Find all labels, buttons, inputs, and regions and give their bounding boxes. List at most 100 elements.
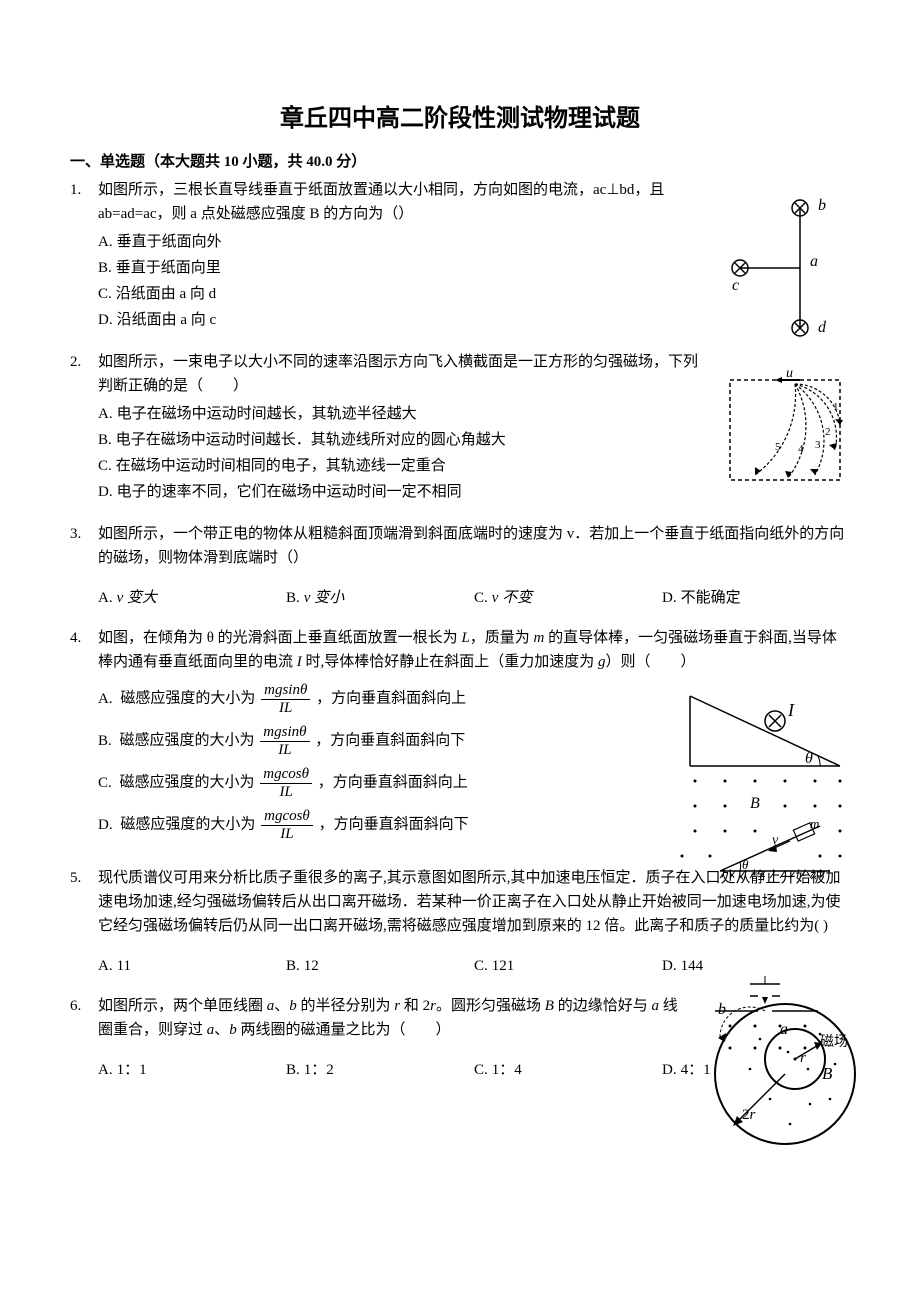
opt-label-b: B. [98,733,112,749]
section-prefix: 一、单选题（本大题共 [70,154,224,170]
q6-c-text: 1：4 [492,1062,522,1078]
q6-stem5: 。圆形匀强磁场 [436,998,545,1014]
q4-d-post: ，方向垂直斜面斜向下 [319,817,469,833]
svg-text:1: 1 [833,401,839,413]
q2-number: 2. [70,350,98,506]
q6-stem4: 和 2 [400,998,430,1014]
q6-stem2: 、 [274,998,289,1014]
q6-b-text: 1：2 [304,1062,334,1078]
q6-stem6: 的边缘恰好与 [554,998,652,1014]
q6-stem9: 两线圈的磁通量之比为（ ） [237,1022,451,1038]
opt-label-b: B. [98,432,112,448]
opt-label-d: D. [98,817,113,833]
q1-b-text: 垂直于纸面向里 [116,260,221,276]
svg-text:d: d [818,319,827,336]
svg-text:5: 5 [775,441,781,453]
opt-label-d: D. [662,1062,677,1078]
section-points: 40.0 [306,154,332,170]
q4-g: g [598,654,606,670]
q1-number: 1. [70,178,98,334]
question-5: 5. 现代质谱仪可用来分析比质子重很多的离子,其示意图如图所示,其中加速电压恒定… [70,866,850,978]
q6-b: b [289,998,297,1014]
q5-option-b: B.12 [286,954,474,978]
q6-figure: b a r B 2r [700,984,870,1154]
opt-label-a: A. [98,406,113,422]
q6-a-text: 1：1 [117,1062,147,1078]
svg-text:B: B [750,795,760,812]
q4-option-b: B. 磁感应强度的大小为 mgsinθIL ，方向垂直斜面斜向下 [98,724,670,758]
q4-c-post: ，方向垂直斜面斜向上 [318,775,468,791]
q5-d-text: 144 [681,958,704,974]
q6-stem1: 如图所示，两个单匝线圈 [98,998,267,1014]
q4-option-a: A. 磁感应强度的大小为 mgsinθIL ，方向垂直斜面斜向上 [98,682,670,716]
question-1: 1. 如图所示，三根长直导线垂直于纸面放置通以大小相同，方向如图的电流，ac⊥b… [70,178,850,334]
q4-c-den: IL [260,784,312,801]
q6-a2: a [651,998,659,1014]
opt-label-d: D. [98,484,113,500]
svg-text:b: b [718,1001,726,1018]
q6-option-c: C.1：4 [474,1058,662,1082]
question-4: 4. 如图，在倾角为 θ 的光滑斜面上垂直纸面放置一根长为 L，质量为 m 的直… [70,626,850,850]
q3-option-d: D.不能确定 [662,586,850,610]
q2-d-text: 电子的速率不同，它们在磁场中运动时间一定不相同 [117,484,462,500]
opt-label-b: B. [98,260,112,276]
q4-option-d: D. 磁感应强度的大小为 mgcosθIL ，方向垂直斜面斜向下 [98,808,670,842]
q4-stem2: ，质量为 [470,630,534,646]
q4-number: 4. [70,626,98,850]
section-count: 10 [224,154,239,170]
q6-b2: b [229,1022,237,1038]
q3-number: 3. [70,522,98,610]
q4-b-pre: 磁感应强度的大小为 [120,733,255,749]
q6-option-b: B.1：2 [286,1058,474,1082]
q6-number: 6. [70,994,98,1082]
q3-option-b: B.v 变小 [286,586,474,610]
q4-a-post: ，方向垂直斜面斜向上 [316,691,466,707]
q4-c-num: mgcosθ [260,766,312,784]
q5-c-text: 121 [492,958,515,974]
q4-a-pre: 磁感应强度的大小为 [120,691,255,707]
opt-label-a: A. [98,691,113,707]
opt-label-c: C. [474,590,488,606]
q5-option-a: A.11 [98,954,286,978]
q4-stem5: ）则（ ） [606,654,696,670]
q4-d-den: IL [261,826,313,843]
q4-a-den: IL [261,700,310,717]
q3-c-text: v 不变 [492,590,532,606]
svg-text:2r: 2r [742,1107,756,1123]
svg-text:B: B [822,1064,833,1083]
opt-label-d: D. [98,312,113,328]
q3-option-a: A.v 变大 [98,586,286,610]
opt-label-a: A. [98,590,113,606]
q4-stem4: 时,导体棒恰好静止在斜面上（重力加速度为 [302,654,598,670]
svg-text:r: r [800,1050,806,1066]
svg-text:u: u [786,370,793,381]
q4-m: m [534,630,545,646]
q5-a-text: 11 [117,958,131,974]
q1-figure: b c a d [720,188,850,348]
page-title: 章丘四中高二阶段性测试物理试题 [70,100,850,138]
svg-text:a: a [780,1021,788,1038]
q2-c-text: 在磁场中运动时间相同的电子，其轨迹线一定重合 [116,458,446,474]
q4-stem1: 如图，在倾角为 θ 的光滑斜面上垂直纸面放置一根长为 [98,630,461,646]
opt-label-b: B. [286,958,300,974]
q5-b-text: 12 [304,958,319,974]
question-6: 6. 如图所示，两个单匝线圈 a、b 的半径分别为 r 和 2r。圆形匀强磁场 … [70,994,850,1082]
q4-stem: 如图，在倾角为 θ 的光滑斜面上垂直纸面放置一根长为 L，质量为 m 的直导体棒… [98,626,850,674]
opt-label-b: B. [286,1062,300,1078]
q5-option-d: D.144 [662,954,850,978]
opt-label-d: D. [662,590,677,606]
opt-label-c: C. [98,775,112,791]
q6-B: B [545,998,554,1014]
question-2: 2. 如图所示，一束电子以大小不同的速率沿图示方向飞入横截面是一正方形的匀强磁场… [70,350,850,506]
q2-a-text: 电子在磁场中运动时间越长，其轨迹半径越大 [117,406,417,422]
section-suffix: 分） [333,154,367,170]
svg-text:I: I [787,700,795,720]
q3-option-c: C.v 不变 [474,586,662,610]
q4-a-num: mgsinθ [261,682,310,700]
svg-text:a: a [810,253,818,270]
opt-label-a: A. [98,958,113,974]
q3-b-text: v 变小 [304,590,344,606]
q3-d-text: 不能确定 [681,590,741,606]
q1-d-text: 沿纸面由 a 向 c [117,312,217,328]
q4-b-den: IL [260,742,309,759]
